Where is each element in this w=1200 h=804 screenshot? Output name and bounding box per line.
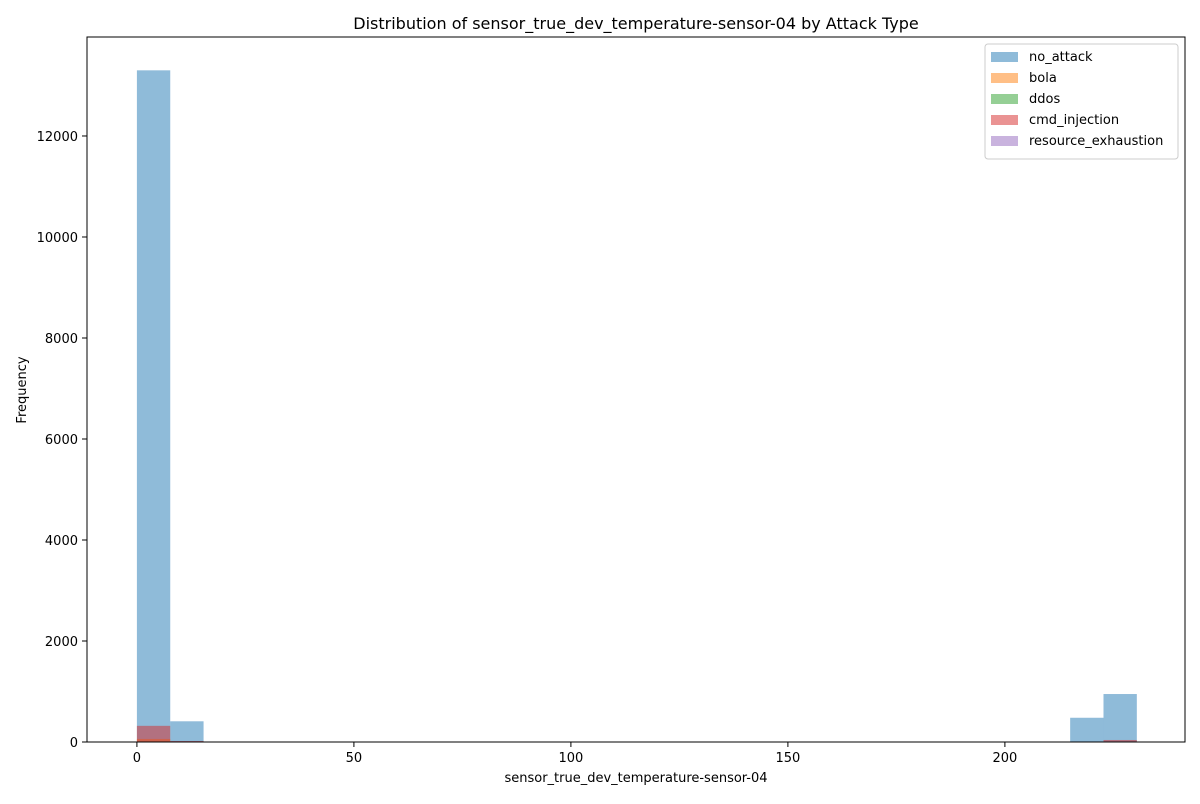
y-tick-label: 12000 [37, 130, 78, 145]
legend-swatch-resource_exhaustion [991, 136, 1018, 146]
x-axis-label: sensor_true_dev_temperature-sensor-04 [504, 771, 767, 786]
x-tick-label: 200 [992, 751, 1017, 766]
legend-label-no_attack: no_attack [1029, 50, 1093, 65]
legend-swatch-bola [991, 73, 1018, 83]
legend-label-bola: bola [1029, 71, 1057, 86]
chart-title: Distribution of sensor_true_dev_temperat… [353, 14, 918, 34]
legend-label-resource_exhaustion: resource_exhaustion [1029, 134, 1163, 149]
bar-no_attack-bin-28 [1070, 718, 1103, 742]
x-tick-label: 0 [133, 751, 141, 766]
x-tick-label: 150 [775, 751, 800, 766]
x-tick-label: 100 [558, 751, 583, 766]
y-axis-label: Frequency [15, 356, 30, 423]
legend-swatch-ddos [991, 94, 1018, 104]
bar-cmd_injection-bin-0 [137, 726, 170, 742]
legend-label-ddos: ddos [1029, 92, 1060, 107]
bar-no_attack-bin-1 [170, 721, 203, 742]
y-tick-label: 4000 [45, 534, 78, 549]
legend-label-cmd_injection: cmd_injection [1029, 113, 1119, 128]
bar-no_attack-bin-29 [1103, 694, 1136, 742]
y-tick-label: 2000 [45, 635, 78, 650]
y-tick-label: 6000 [45, 433, 78, 448]
y-tick-label: 0 [70, 736, 78, 751]
legend-swatch-cmd_injection [991, 115, 1018, 125]
legend-swatch-no_attack [991, 52, 1018, 62]
y-tick-label: 10000 [37, 231, 78, 246]
bar-no_attack-bin-0 [137, 70, 170, 742]
x-tick-label: 50 [346, 751, 363, 766]
y-tick-label: 8000 [45, 332, 78, 347]
